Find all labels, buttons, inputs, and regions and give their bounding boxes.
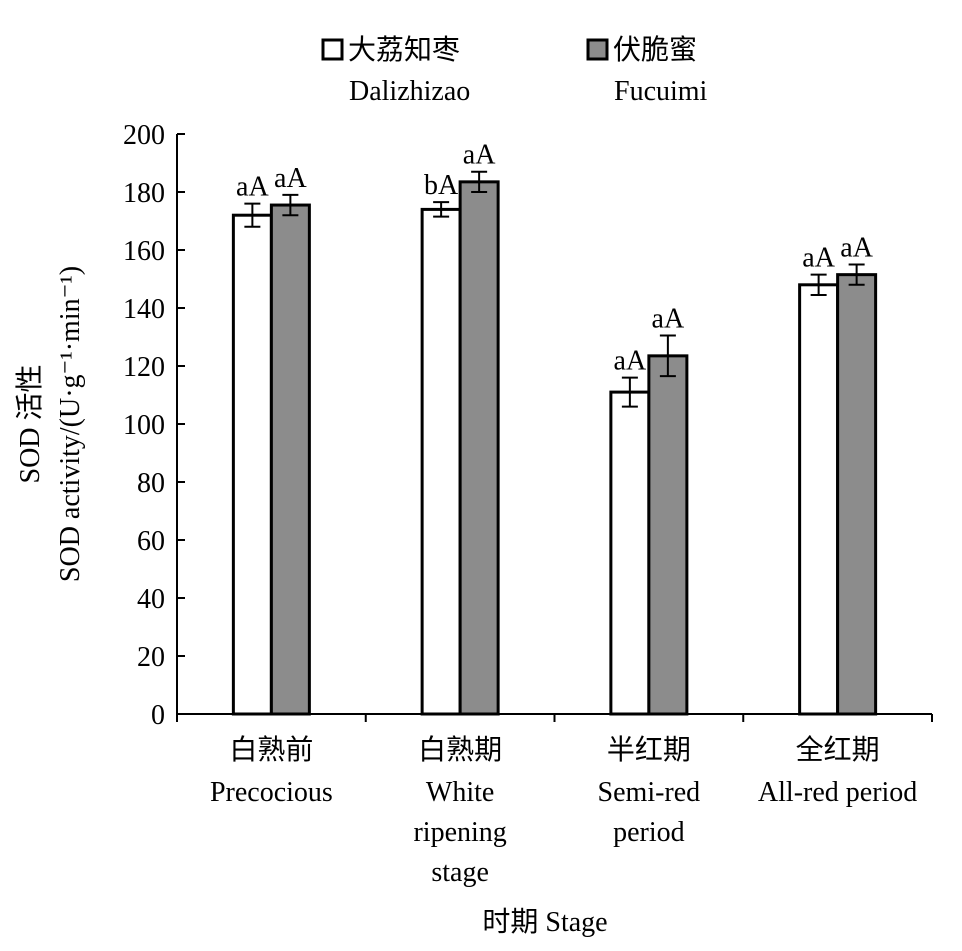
legend-label-fucuimi-en: Fucuimi [614, 76, 708, 107]
x-category-labels: 白熟前 Precocious 白熟期 White ripening stage 半红期 Sem… [210, 734, 917, 888]
significance-label-0-0: aA [236, 172, 269, 203]
y-tick-label-140: 140 [123, 294, 165, 325]
legend-label-fucuimi-cn: 伏脆蜜 [613, 34, 697, 66]
y-tick-label-40: 40 [137, 584, 165, 615]
x-category-en-1-0: White [426, 777, 494, 808]
y-axis-label-cn: SOD 活性 [14, 364, 46, 483]
y-tick-label-200: 200 [123, 120, 165, 151]
bar-fucuimi-3 [836, 273, 878, 716]
bar-dalizhizao-2 [609, 390, 651, 716]
significance-label-1-1: aA [463, 140, 496, 171]
bar-fucuimi-1 [458, 180, 500, 716]
x-axis-title: 时期 Stage [482, 906, 607, 938]
x-category-cn-3: 全红期 [796, 734, 880, 766]
significance-label-1-3: aA [840, 233, 873, 264]
bar-dalizhizao-3 [798, 283, 840, 716]
legend-swatch-dalizhizao [321, 38, 344, 61]
significance-label-0-1: bA [424, 170, 459, 201]
significance-label-0-3: aA [802, 243, 835, 274]
y-tick-label-160: 160 [123, 236, 165, 267]
y-axis-label-en: SOD activity/(U·g⁻¹·min⁻¹) [55, 266, 86, 582]
x-category-en-2-0: Semi-red [598, 777, 701, 808]
x-category-en-2-1: period [613, 817, 685, 848]
x-ticks [176, 714, 933, 722]
x-category-en-0-0: Precocious [210, 777, 333, 808]
y-tick-label-120: 120 [123, 352, 165, 383]
bar-dalizhizao-1 [420, 207, 462, 716]
bar-fucuimi-0 [269, 203, 311, 716]
significance-label-0-2: aA [614, 346, 647, 377]
y-tick-label-20: 20 [137, 642, 165, 673]
y-tick-label-60: 60 [137, 526, 165, 557]
significance-label-1-2: aA [652, 304, 685, 335]
bar-dalizhizao-0 [231, 213, 273, 716]
significance-label-1-0: aA [274, 163, 307, 194]
y-tick-label-180: 180 [123, 178, 165, 209]
x-category-en-3-0: All-red period [758, 777, 917, 808]
legend-label-dalizhizao-cn: 大荔知枣 [348, 34, 460, 66]
y-tick-label-100: 100 [123, 410, 165, 441]
y-tick-label-0: 0 [151, 700, 165, 731]
x-category-cn-2: 半红期 [607, 734, 691, 766]
legend: 大荔知枣 Dalizhizao 伏脆蜜 Fucuimi [321, 34, 708, 107]
y-ticks: 0 20 40 60 80 100 120 140 160 180 200 [123, 120, 185, 731]
bar-fucuimi-2 [647, 354, 689, 716]
x-category-cn-1: 白熟期 [418, 734, 502, 766]
x-category-cn-0: 白熟前 [229, 734, 313, 766]
x-category-en-1-2: stage [431, 857, 489, 888]
legend-label-dalizhizao-en: Dalizhizao [349, 76, 470, 107]
x-category-en-1-1: ripening [413, 817, 506, 848]
y-tick-label-80: 80 [137, 468, 165, 499]
legend-swatch-fucuimi [586, 38, 609, 61]
